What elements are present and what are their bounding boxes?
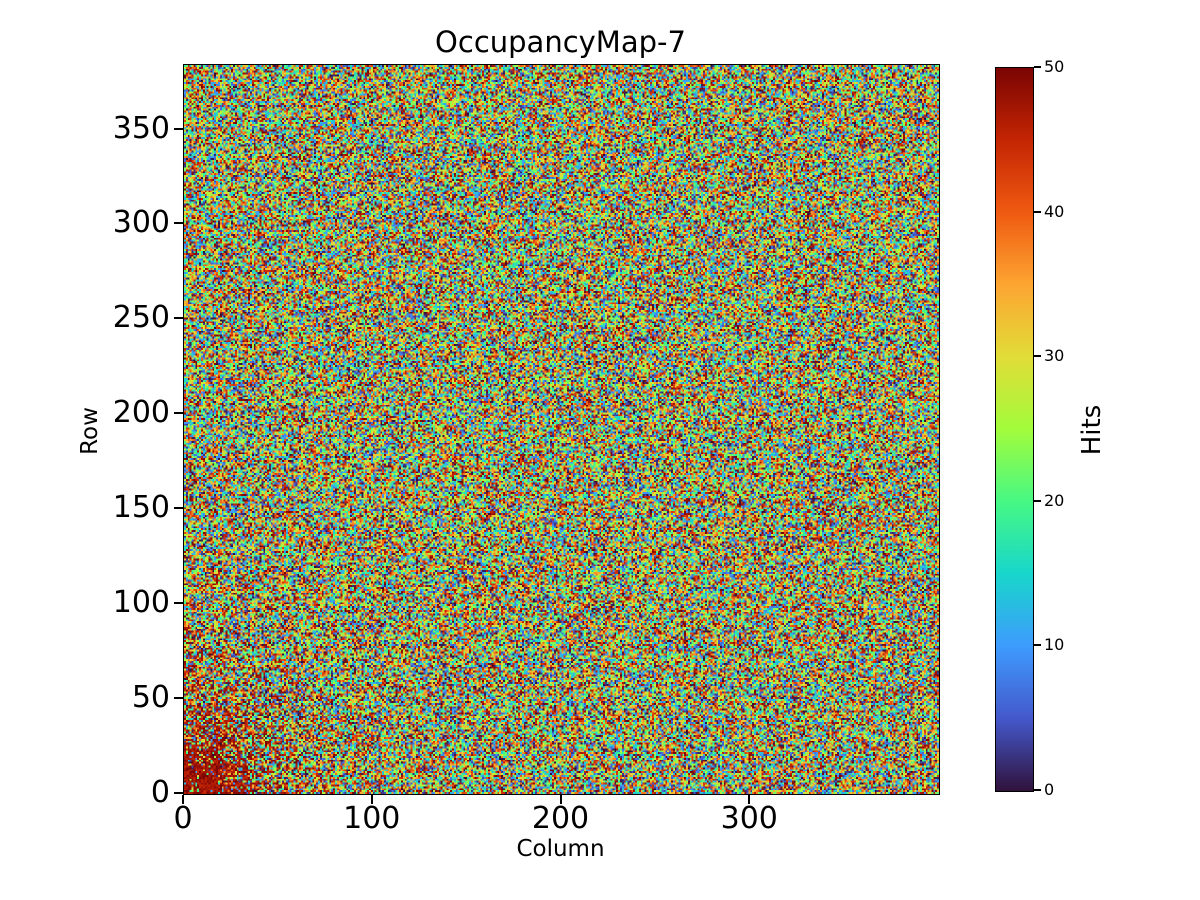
x-tick-label: 100 <box>343 801 401 836</box>
x-tick-label: 200 <box>531 801 590 836</box>
x-tick-mark <box>748 794 751 804</box>
y-tick-label: 0 <box>150 775 170 810</box>
colorbar-tick-mark <box>1033 789 1041 791</box>
y-tick-mark <box>174 317 183 320</box>
y-tick-mark <box>174 127 183 130</box>
heatmap-plot-area <box>183 64 940 795</box>
colorbar-tick-label: 0 <box>1044 780 1055 799</box>
chart-title: OccupancyMap-7 <box>435 25 686 59</box>
colorbar-label: Hits <box>1077 404 1107 456</box>
colorbar-tick-mark <box>1033 499 1041 502</box>
colorbar-tick-label: 50 <box>1044 57 1065 76</box>
colorbar-tick-mark <box>1033 355 1041 358</box>
y-tick-label: 350 <box>112 110 170 146</box>
y-tick-mark <box>174 792 183 794</box>
y-tick-mark <box>174 507 183 510</box>
colorbar-tick-label: 20 <box>1044 490 1065 510</box>
colorbar-tick-label: 30 <box>1044 346 1065 366</box>
y-tick-label: 250 <box>112 300 170 336</box>
colorbar-tick-mark <box>1033 644 1041 647</box>
heatmap-canvas <box>184 65 939 794</box>
y-tick-label: 150 <box>112 490 170 526</box>
x-tick-label: 300 <box>720 801 778 836</box>
y-axis-label: Row <box>77 407 103 455</box>
y-tick-mark <box>174 602 183 605</box>
x-tick-mark <box>559 794 562 804</box>
x-axis-label: Column <box>516 836 605 862</box>
colorbar-gradient <box>996 68 1033 791</box>
colorbar-tick-label: 10 <box>1044 635 1065 655</box>
y-tick-label: 200 <box>112 395 170 431</box>
y-tick-mark <box>174 697 183 700</box>
y-tick-label: 50 <box>131 680 170 716</box>
y-tick-label: 300 <box>112 205 170 241</box>
y-tick-label: 100 <box>112 585 170 621</box>
colorbar-tick-label: 40 <box>1044 201 1065 221</box>
x-tick-mark <box>370 794 373 804</box>
colorbar-tick-mark <box>1033 210 1041 213</box>
y-tick-mark <box>174 412 183 415</box>
colorbar-tick-mark <box>1033 66 1041 68</box>
x-tick-label: 0 <box>173 801 193 836</box>
y-tick-mark <box>174 222 183 225</box>
x-tick-mark <box>182 794 184 804</box>
colorbar <box>995 67 1034 792</box>
